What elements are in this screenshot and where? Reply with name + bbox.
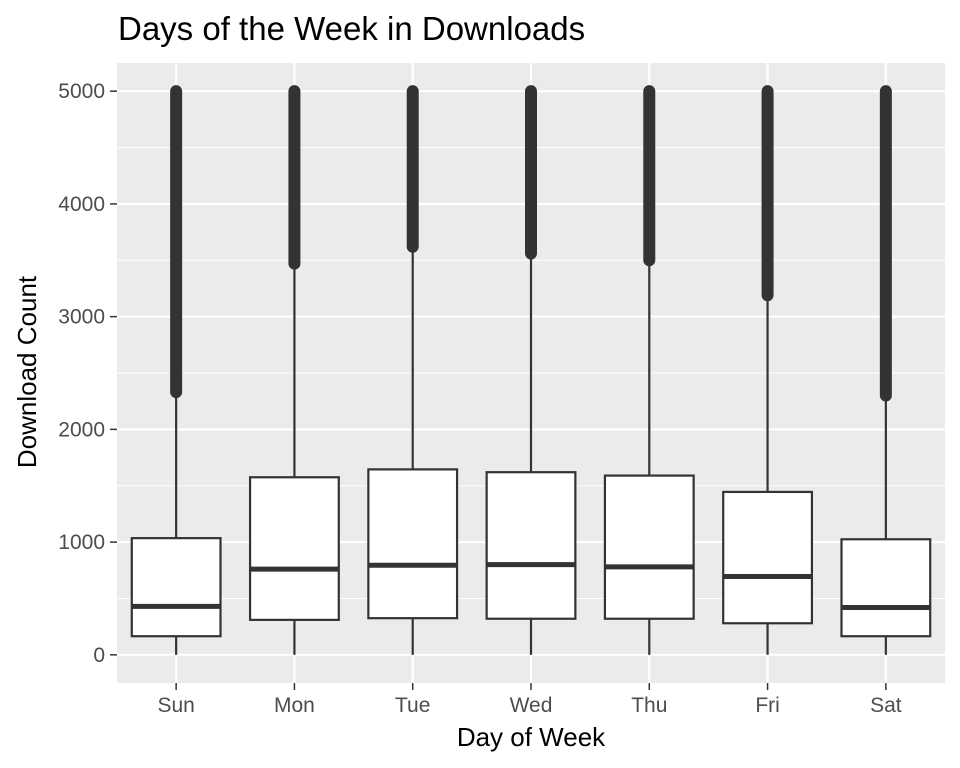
box-sat [840, 85, 932, 655]
box-fri [722, 85, 814, 655]
x-tick-label: Sun [157, 694, 194, 717]
box-tue [367, 85, 459, 655]
x-tick-label: Wed [510, 694, 553, 717]
x-tick-label: Mon [274, 694, 315, 717]
y-tick-label: 3000 [58, 306, 105, 329]
x-axis: Sun Mon Tue Wed Thu Fri Sat [157, 683, 902, 717]
x-tick-label: Tue [395, 694, 430, 717]
y-tick-label: 4000 [58, 193, 105, 216]
box-iqr [485, 471, 577, 620]
box-iqr [603, 474, 695, 620]
y-tick-label: 2000 [58, 418, 105, 441]
y-tick-label: 0 [93, 644, 105, 667]
outlier-points [879, 85, 892, 402]
y-axis: 0 1000 2000 3000 4000 5000 [58, 80, 117, 667]
box-iqr [722, 490, 814, 625]
box-thu [603, 85, 695, 655]
chart-title: Days of the Week in Downloads [118, 10, 585, 47]
x-tick-label: Thu [631, 694, 667, 717]
outlier-points [761, 85, 774, 302]
box-mon [248, 85, 340, 655]
y-tick-label: 1000 [58, 531, 105, 554]
outlier-points [525, 85, 537, 260]
outlier-points [170, 85, 183, 399]
box-iqr [248, 476, 340, 621]
boxes [130, 85, 932, 655]
y-tick-label: 5000 [58, 80, 105, 103]
box-iqr [840, 538, 932, 638]
x-tick-label: Sat [870, 694, 902, 717]
box-iqr [130, 537, 222, 638]
x-axis-title: Day of Week [457, 722, 606, 752]
outlier-points [643, 85, 656, 267]
outlier-points [288, 85, 301, 270]
box-sun [130, 85, 222, 655]
box-iqr [367, 468, 459, 620]
box-wed [485, 85, 577, 655]
x-tick-label: Fri [755, 694, 780, 717]
y-axis-title: Download Count [12, 275, 42, 468]
outlier-points [406, 85, 419, 253]
